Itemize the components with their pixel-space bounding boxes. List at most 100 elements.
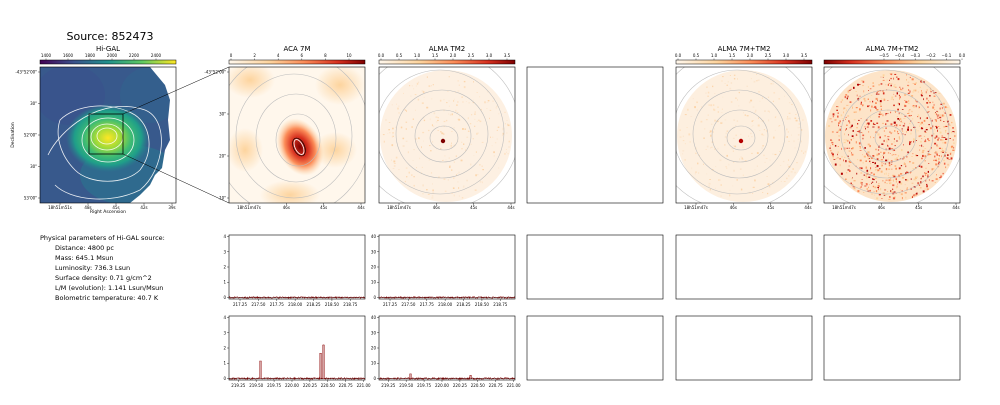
tm2-x-tick-label: 44s (507, 205, 514, 210)
combo2-noise-pixel (892, 197, 896, 200)
combo2-noise-pixel (902, 158, 904, 160)
combo2-noise-pixel (934, 92, 937, 93)
combo2-noise-pixel (922, 149, 925, 152)
higal-y-ticks: -43°52'00"30"52'00"30"53'00" (15, 70, 40, 201)
combo2-noise-pixel (877, 133, 880, 136)
aca-colorbar-tick-label: 8 (324, 53, 327, 58)
combo2-noise-pixel (950, 131, 952, 134)
higal-y-tick-label: 30" (30, 164, 37, 169)
spectrum-x-tick-label: 218.50 (325, 302, 339, 307)
combo2-noise-pixel (878, 193, 881, 196)
combo2-noise-pixel (921, 121, 923, 124)
combo2-noise-pixel (921, 144, 923, 147)
tm2-noise-pixel (466, 179, 468, 182)
tm2-noise-pixel (497, 126, 500, 128)
combo-noise-pixel (722, 76, 724, 78)
combo2-noise-pixel (845, 178, 847, 180)
combo2-noise-pixel (882, 154, 884, 157)
combo2-noise-pixel (848, 165, 850, 167)
combo-noise-pixel (744, 160, 747, 162)
combo2-noise-pixel (894, 110, 895, 112)
combo2-noise-pixel (862, 80, 865, 83)
combo2-noise-pixel (894, 73, 897, 75)
combo-noise-pixel (729, 75, 731, 76)
combo2-noise-pixel (915, 99, 916, 102)
combo2-noise-pixel (872, 82, 874, 84)
combo2-noise-pixel (856, 131, 860, 132)
combo2-noise-pixel (876, 153, 879, 156)
combo2-noise-pixel (919, 86, 921, 88)
combo2-noise-pixel (899, 119, 900, 121)
tm2-noise-pixel (453, 127, 455, 129)
combo2-noise-pixel (930, 91, 932, 93)
combo2-colorbar-tick-label: −0.3 (910, 53, 920, 58)
combo2-noise-pixel (884, 163, 886, 165)
combo-point-source (738, 138, 744, 144)
combo2-noise-pixel (935, 178, 938, 180)
combo2-noise-pixel (845, 139, 847, 142)
combo2-noise-pixel (852, 106, 853, 109)
tm2-noise-pixel (464, 128, 466, 130)
tm2-noise-pixel (457, 80, 459, 82)
combo2-noise-pixel (935, 151, 938, 153)
spectrum-aca-row1-frame (228, 234, 366, 300)
combo2-noise-pixel (856, 134, 858, 136)
spectrum-x-tick-label: 220.75 (339, 383, 353, 388)
combo-noise-pixel (793, 140, 795, 143)
combo2-noise-pixel (927, 174, 929, 177)
combo2-noise-pixel (911, 95, 914, 97)
higal-y-tick-label: -43°52'00" (15, 70, 37, 75)
combo2-noise-pixel (864, 94, 865, 96)
tm2-noise-pixel (405, 167, 408, 169)
combo2-noise-pixel (906, 179, 909, 182)
combo2-noise-pixel (879, 100, 882, 103)
combo2-noise-pixel (919, 149, 921, 151)
combo2-noise-pixel (925, 172, 928, 174)
combo2-x-tick-label: 45s (915, 205, 922, 210)
combo2-noise-pixel (862, 134, 865, 137)
combo2-noise-pixel (912, 168, 915, 170)
combo2-noise-pixel (839, 128, 842, 131)
combo-noise-pixel (782, 160, 785, 163)
combo2-noise-pixel (907, 84, 910, 86)
source-title: Source: 852473 (67, 30, 154, 43)
combo-noise-pixel (759, 130, 761, 131)
tm2-noise-pixel (416, 167, 417, 169)
combo-noise-pixel (751, 136, 753, 138)
combo2-noise-pixel (838, 139, 840, 141)
combo2-noise-pixel (862, 154, 863, 156)
tm2-noise-pixel (435, 121, 438, 123)
combo2-noise-pixel (940, 139, 942, 141)
combo2-noise-pixel (907, 92, 910, 94)
tm2-noise-pixel (392, 127, 394, 130)
combo2-noise-pixel (889, 73, 892, 75)
combo-noise-pixel (690, 116, 693, 117)
combo2-noise-pixel (873, 155, 875, 158)
combo-noise-pixel (725, 166, 727, 168)
combo2-noise-pixel (935, 125, 938, 127)
combo2-noise-pixel (861, 179, 863, 180)
combo2-noise-pixel (875, 97, 878, 100)
combo2-noise-pixel (901, 133, 904, 135)
combo2-noise-pixel (924, 155, 927, 158)
combo2-noise-pixel (913, 194, 915, 197)
aca-colorbar-tick-label: 0 (230, 53, 233, 58)
combo2-noise-pixel (888, 168, 891, 170)
combo-noise-pixel (715, 187, 716, 190)
tm2-x-ticks: 18h51m47s 46s 45s 44s (387, 203, 515, 210)
combo-noise-pixel (739, 158, 741, 161)
combo2-noise-pixel (841, 99, 844, 102)
combo2-colorbar-tick-label: 0.0 (959, 53, 966, 58)
combo2-noise-pixel (872, 100, 874, 103)
combo2-noise-pixel (909, 141, 912, 144)
spectrum-x-tick-label: 217.75 (420, 302, 434, 307)
combo2-noise-pixel (941, 150, 944, 152)
combo2-noise-pixel (906, 156, 908, 158)
tm2-noise-pixel (418, 137, 420, 140)
combo2-noise-pixel (830, 145, 831, 147)
combo2-noise-pixel (893, 121, 896, 124)
combo2-noise-pixel (909, 161, 911, 163)
combo2-noise-pixel (829, 118, 832, 120)
tm2-noise-pixel (487, 90, 489, 93)
combo2-noise-pixel (877, 184, 880, 187)
